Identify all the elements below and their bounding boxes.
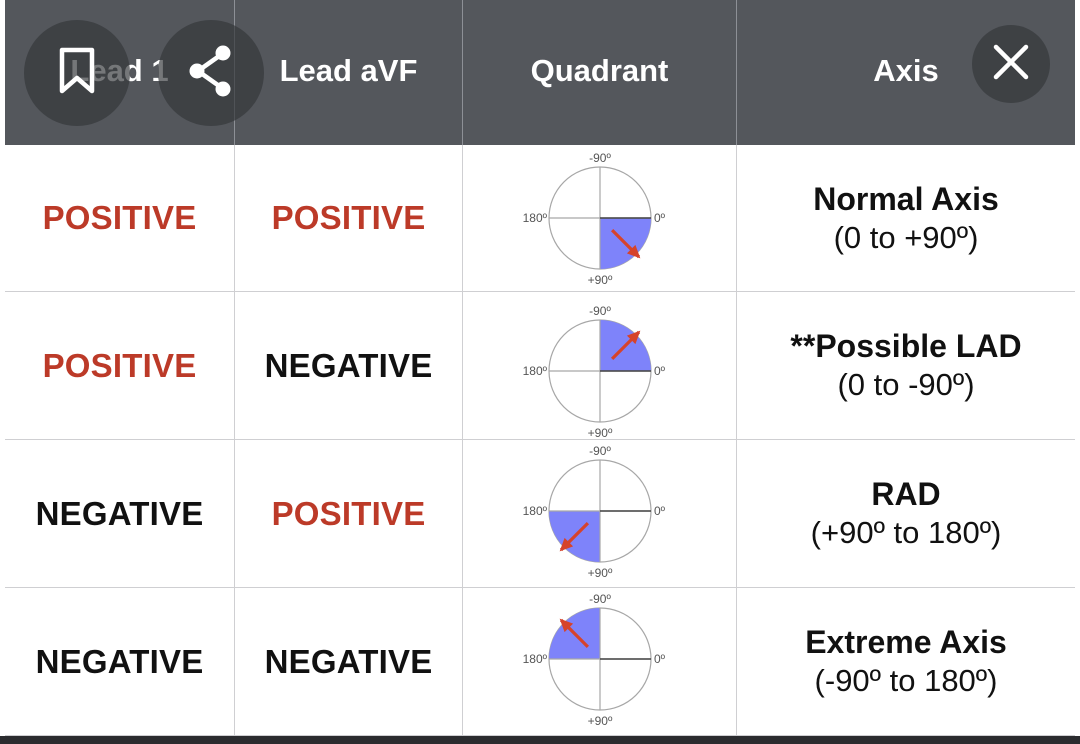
bottom-bar — [0, 736, 1080, 744]
row-4-axis-name: Extreme Axis — [805, 624, 1007, 661]
dial-label: -90º — [589, 592, 611, 606]
row-4-avf-cell: NEGATIVE — [235, 588, 463, 736]
row-1-avf-cell: POSITIVE — [235, 145, 463, 292]
row-3-axis-range: (+90º to 180º) — [810, 515, 1002, 551]
bookmark-icon — [57, 46, 97, 101]
axis-arrow-head — [559, 618, 573, 632]
row-2-axis-range: (0 to -90º) — [837, 367, 975, 403]
quadrant-dial-top-right: -90º +90º 180º 0º — [522, 304, 666, 439]
dial-label: +90º — [587, 426, 612, 439]
header-lead-avf: Lead aVF — [235, 0, 463, 145]
axis-table: Lead 1 Lead aVF Quadrant Axis POSITIVE P… — [5, 0, 1075, 736]
row-1-lead1-cell: POSITIVE — [5, 145, 235, 292]
row-1-avf: POSITIVE — [271, 199, 426, 236]
close-icon — [993, 44, 1029, 85]
dial-label: -90º — [589, 151, 611, 165]
row-3-axis-cell: RAD (+90º to 180º) — [737, 440, 1075, 588]
bookmark-button[interactable] — [24, 20, 130, 126]
row-1-axis-name: Normal Axis — [813, 180, 999, 217]
row-2-axis-cell: **Possible LAD (0 to -90º) — [737, 292, 1075, 440]
quadrant-dial-bottom-right: -90º +90º 180º 0º — [522, 151, 666, 287]
axis-arrow-head — [626, 244, 640, 259]
row-2-quadrant-cell: -90º +90º 180º 0º — [463, 292, 737, 440]
row-4-avf: NEGATIVE — [264, 642, 433, 680]
dial-label: 180º — [522, 364, 547, 378]
row-4-axis-cell: Extreme Axis (-90º to 180º) — [737, 588, 1075, 736]
dial-label: 180º — [522, 211, 547, 225]
dial-label: 180º — [522, 652, 547, 666]
quadrant-dial-bottom-left: -90º +90º 180º 0º — [522, 444, 666, 580]
row-2-avf-cell: NEGATIVE — [235, 292, 463, 440]
row-3-quadrant-cell: -90º +90º 180º 0º — [463, 440, 737, 588]
dial-label: -90º — [589, 444, 611, 458]
quadrant-dial-top-left: -90º +90º 180º 0º — [522, 592, 666, 728]
row-1-axis-cell: Normal Axis (0 to +90º) — [737, 145, 1075, 292]
header-lead-avf-label: Lead aVF — [279, 52, 418, 88]
row-3-avf: POSITIVE — [271, 494, 426, 532]
row-1-axis-range: (0 to +90º) — [833, 219, 979, 255]
row-3-avf-cell: POSITIVE — [235, 440, 463, 588]
header-axis-label: Axis — [873, 52, 939, 88]
row-1-quadrant-cell: -90º +90º 180º 0º — [463, 145, 737, 292]
row-1-lead1: POSITIVE — [42, 199, 197, 236]
dial-label: 0º — [654, 504, 666, 518]
dial-label: 0º — [654, 364, 666, 378]
dial-label: +90º — [587, 566, 612, 580]
row-2-lead1-cell: POSITIVE — [5, 292, 235, 440]
row-2-axis-name: **Possible LAD — [790, 328, 1022, 365]
dial-label: -90º — [589, 304, 611, 318]
header-quadrant-label: Quadrant — [530, 52, 669, 88]
row-3-lead1-cell: NEGATIVE — [5, 440, 235, 588]
header-quadrant: Quadrant — [463, 0, 737, 145]
row-3-axis-name: RAD — [871, 476, 941, 513]
row-2-lead1: POSITIVE — [42, 346, 197, 384]
axis-arrow-head — [559, 537, 573, 551]
row-4-lead1-cell: NEGATIVE — [5, 588, 235, 736]
dial-label: +90º — [587, 273, 612, 287]
close-button[interactable] — [972, 25, 1050, 103]
share-button[interactable] — [158, 20, 264, 126]
dial-label: 180º — [522, 504, 547, 518]
row-3-lead1: NEGATIVE — [35, 494, 204, 532]
axis-arrow-head — [626, 330, 640, 344]
row-4-lead1: NEGATIVE — [35, 642, 204, 680]
dial-label: 0º — [654, 211, 666, 225]
dial-label: 0º — [654, 652, 666, 666]
row-2-avf: NEGATIVE — [264, 346, 433, 384]
row-4-quadrant-cell: -90º +90º 180º 0º — [463, 588, 737, 736]
share-icon — [186, 44, 236, 103]
dial-label: +90º — [587, 714, 612, 728]
row-4-axis-range: (-90º to 180º) — [814, 663, 998, 699]
